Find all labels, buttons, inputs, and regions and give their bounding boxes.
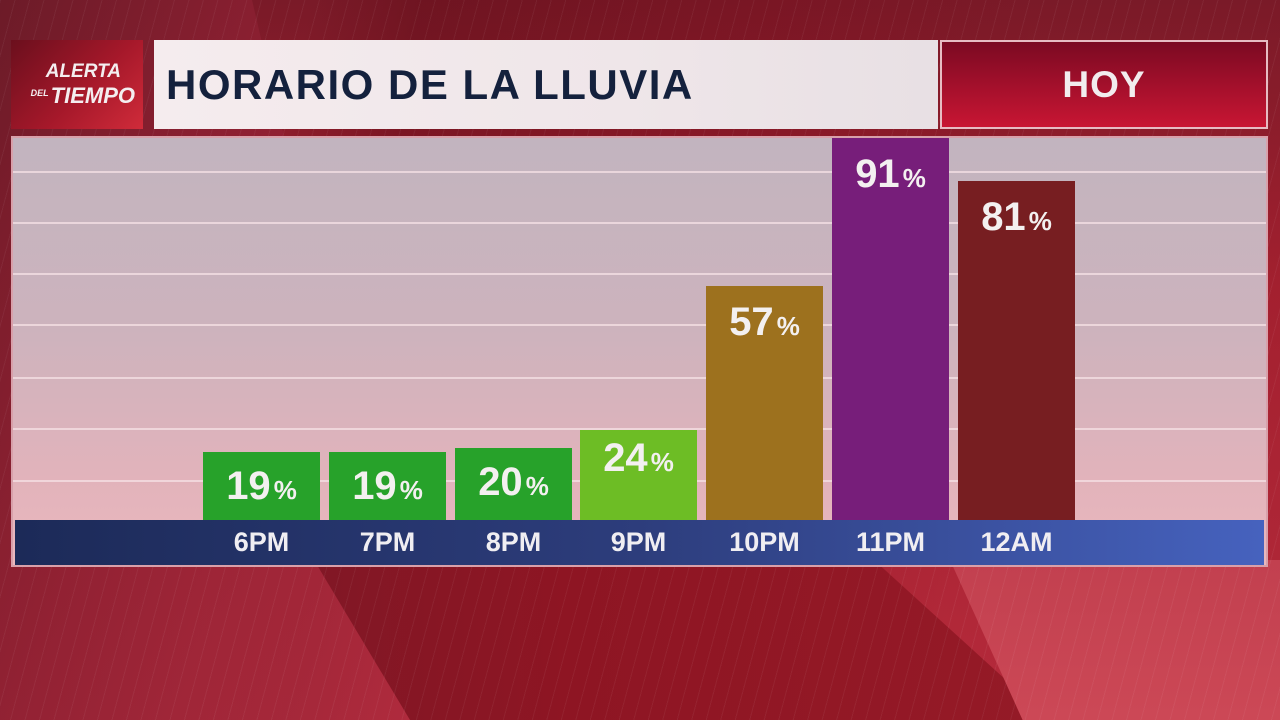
bar-value: 19 — [226, 464, 271, 508]
gridline — [13, 324, 1266, 326]
period-badge: HOY — [940, 40, 1268, 129]
bar-9pm: 24% — [580, 430, 697, 520]
x-tick-9pm: 9PM — [610, 527, 667, 557]
bar-value-label: 19% — [226, 464, 297, 509]
alerta-del-tiempo-logo: ALERTA DEL TIEMPO — [11, 40, 143, 129]
x-tick-11pm: 11PM — [855, 527, 926, 557]
logo-line2-main: TIEMPO — [50, 83, 135, 108]
bar-12am: 81% — [958, 181, 1075, 520]
bar-value-label: 81% — [981, 195, 1052, 240]
percent-sign: % — [776, 311, 800, 341]
gridline — [13, 222, 1266, 224]
bar-value-label: 20% — [478, 460, 549, 505]
bar-value-label: 24% — [603, 436, 674, 481]
bar-value-label: 57% — [729, 300, 800, 345]
bar-value-label: 19% — [352, 464, 423, 509]
bar-11pm: 91% — [832, 138, 949, 520]
percent-sign: % — [273, 475, 297, 505]
x-tick-8pm: 8PM — [485, 527, 542, 557]
logo-line2: DEL TIEMPO — [31, 82, 135, 107]
gridline — [13, 428, 1266, 430]
percent-sign: % — [525, 471, 549, 501]
x-tick-7pm: 7PM — [359, 527, 416, 557]
logo-line1: ALERTA — [45, 61, 121, 82]
percent-sign: % — [399, 475, 423, 505]
x-tick-10pm: 10PM — [729, 527, 800, 557]
percent-sign: % — [1028, 206, 1052, 236]
x-tick-12am: 12AM — [980, 527, 1053, 557]
rain-chart: 19% 19% 20% 24% 57% 91% 81% 6PM 7PM 8PM — [11, 136, 1268, 567]
bar-10pm: 57% — [706, 286, 823, 520]
chart-title: HORARIO DE LA LLUVIA — [166, 60, 694, 108]
bar-value: 20 — [478, 460, 523, 504]
bar-value: 24 — [603, 436, 648, 480]
bar-value-label: 91% — [855, 152, 926, 197]
gridline — [13, 377, 1266, 379]
bar-7pm: 19% — [329, 452, 446, 520]
bar-value: 57 — [729, 300, 774, 344]
percent-sign: % — [902, 163, 926, 193]
title-banner: HORARIO DE LA LLUVIA — [154, 40, 938, 129]
x-tick-6pm: 6PM — [233, 527, 290, 557]
bar-value: 81 — [981, 195, 1026, 239]
bar-value: 91 — [855, 152, 900, 196]
logo-line2-small: DEL — [30, 88, 49, 98]
gridline — [13, 171, 1266, 173]
period-label: HOY — [1062, 63, 1146, 105]
bar-value: 19 — [352, 464, 397, 508]
gridline — [13, 273, 1266, 275]
bar-6pm: 19% — [203, 452, 320, 520]
percent-sign: % — [650, 447, 674, 477]
bar-8pm: 20% — [455, 448, 572, 520]
x-axis-bar: 6PM 7PM 8PM 9PM 10PM 11PM 12AM — [15, 520, 1264, 565]
